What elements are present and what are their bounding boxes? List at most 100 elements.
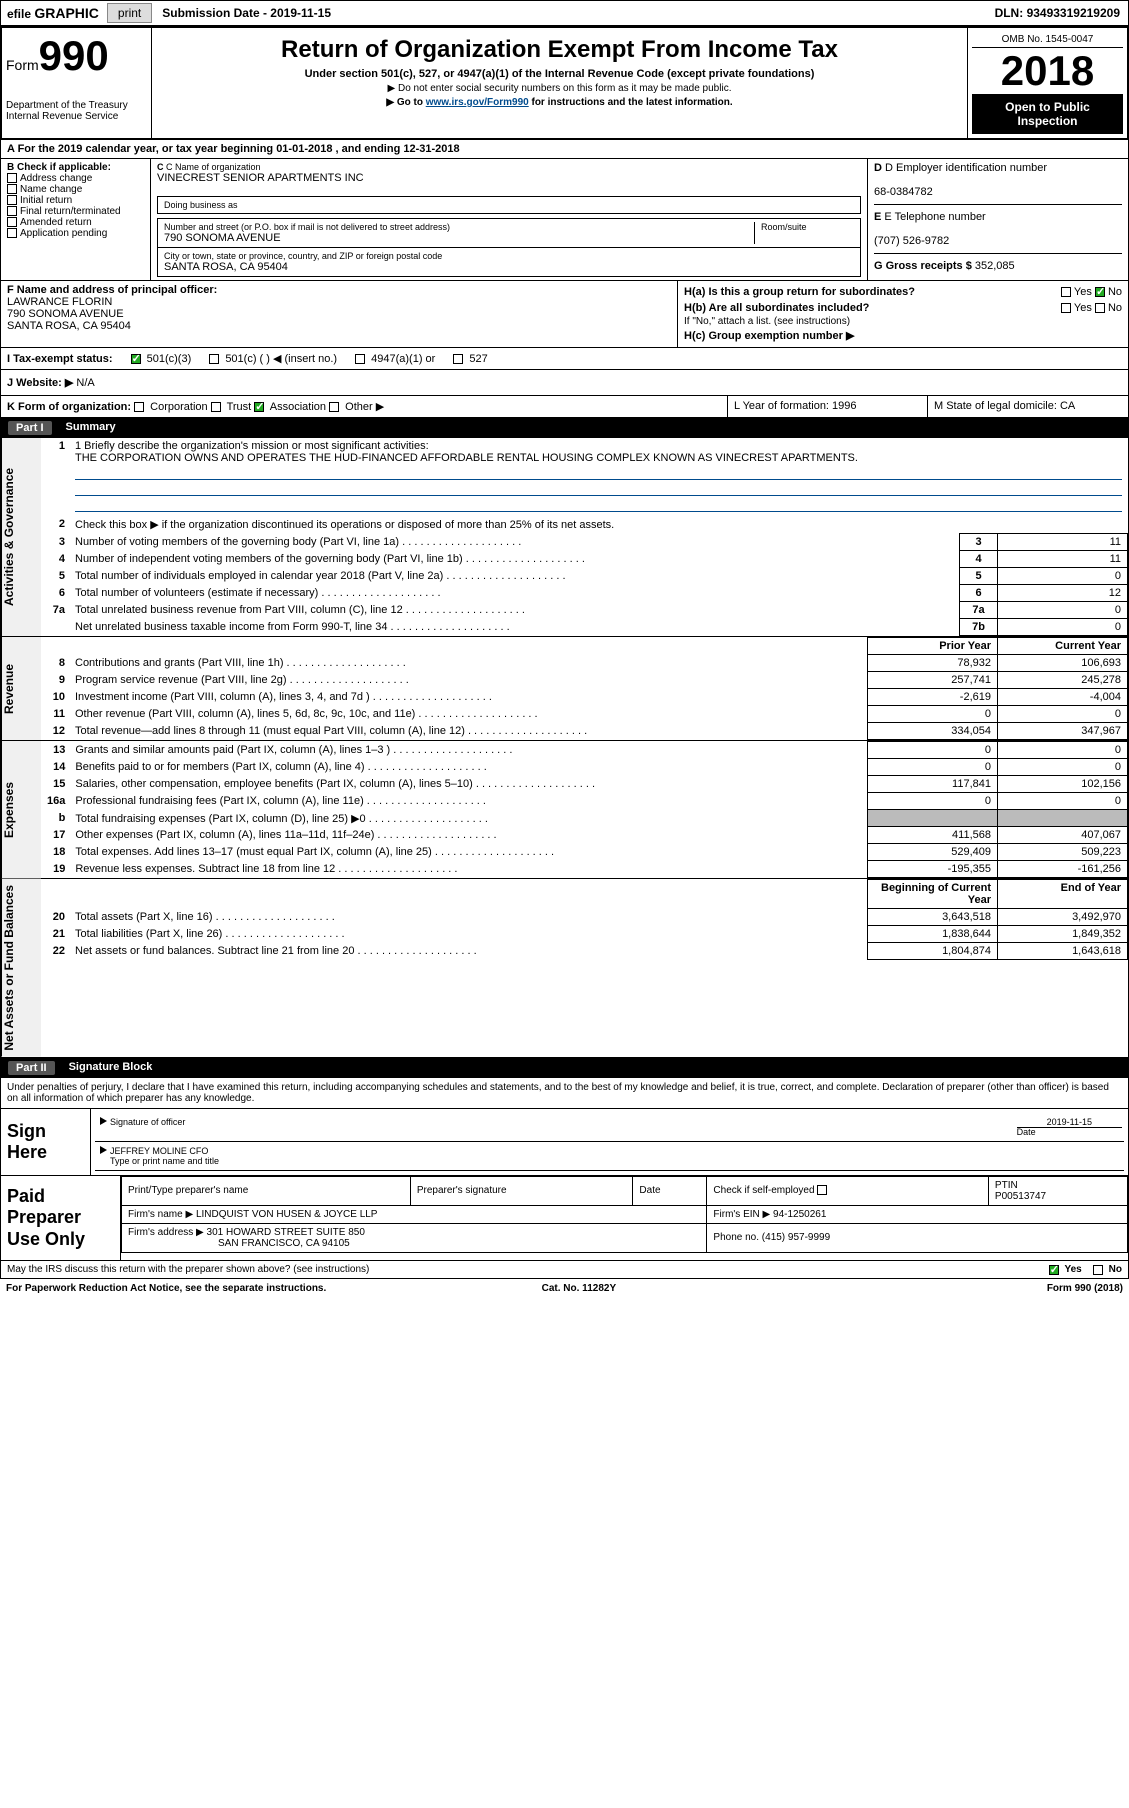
summary-revenue: Revenue Prior Year Current Year 8Contrib… <box>0 637 1129 741</box>
checkbox-icon[interactable] <box>817 1185 827 1195</box>
form-number: Form990 <box>6 32 147 80</box>
checkbox-icon[interactable] <box>7 206 17 216</box>
table-row: 22Net assets or fund balances. Subtract … <box>41 943 1128 960</box>
side-revenue: Revenue <box>1 637 41 740</box>
street-row: Number and street (or P.O. box if mail i… <box>158 219 860 248</box>
prep-date-hdr: Date <box>633 1176 707 1205</box>
table-row: 7aTotal unrelated business revenue from … <box>41 602 1128 619</box>
checkbox-icon[interactable] <box>329 402 339 412</box>
checkbox-icon[interactable] <box>7 173 17 183</box>
line-2: Check this box ▶ if the organization dis… <box>69 516 1128 534</box>
part-tag: Part I <box>8 421 52 435</box>
table-row: 10Investment income (Part VIII, column (… <box>41 689 1128 706</box>
table-row: 5Total number of individuals employed in… <box>41 568 1128 585</box>
sign-here-label: Sign Here <box>1 1108 91 1175</box>
firm-name-row: Firm's name ▶ LINDQUIST VON HUSEN & JOYC… <box>122 1205 707 1223</box>
arrow-icon <box>100 1146 107 1154</box>
h-b-note: If "No," attach a list. (see instruction… <box>684 316 1122 327</box>
checkbox-icon[interactable] <box>134 402 144 412</box>
table-row: 9Program service revenue (Part VIII, lin… <box>41 672 1128 689</box>
paid-preparer-block: Paid Preparer Use Only Print/Type prepar… <box>1 1175 1128 1261</box>
opt-trust: Trust <box>227 401 252 413</box>
street-value: 790 SONOMA AVENUE <box>164 232 754 244</box>
efile-label: efile GRAPHIC <box>1 3 105 23</box>
header-right: OMB No. 1545-0047 2018 Open to Public In… <box>967 28 1127 138</box>
name-of-org-label: C C Name of organization <box>157 162 861 172</box>
checkbox-icon[interactable] <box>1093 1265 1103 1275</box>
checkbox-checked-icon[interactable] <box>254 402 264 412</box>
irs-link[interactable]: www.irs.gov/Form990 <box>426 97 529 108</box>
prep-sig-hdr: Preparer's signature <box>410 1176 633 1205</box>
gross-receipts-label: G Gross receipts $ <box>874 260 975 272</box>
opt-corp: Corporation <box>150 401 207 413</box>
checkbox-icon[interactable] <box>7 184 17 194</box>
check-app-pending: Application pending <box>20 228 107 239</box>
header-center: Return of Organization Exempt From Incom… <box>152 28 967 138</box>
checkbox-icon[interactable] <box>7 217 17 227</box>
mission-text: THE CORPORATION OWNS AND OPERATES THE HU… <box>75 452 858 464</box>
check-initial-return: Initial return <box>20 195 72 206</box>
form-title: Return of Organization Exempt From Incom… <box>156 36 963 64</box>
yes-label: Yes <box>1065 1264 1082 1275</box>
checkbox-icon[interactable] <box>211 402 221 412</box>
row-a-tax-year: A For the 2019 calendar year, or tax yea… <box>0 140 1129 159</box>
box-f: F Name and address of principal officer:… <box>1 281 678 347</box>
checkbox-icon[interactable] <box>453 354 463 364</box>
summary-governance: Activities & Governance 1 1 Briefly desc… <box>0 438 1129 637</box>
h-c-row: H(c) Group exemption number ▶ <box>684 327 1122 344</box>
checkbox-checked-icon[interactable] <box>1049 1265 1059 1275</box>
sig-officer-label: Signature of officer <box>110 1117 185 1137</box>
print-button[interactable]: print <box>107 3 152 23</box>
yes-label: Yes <box>1074 286 1092 298</box>
table-row: 14Benefits paid to or for members (Part … <box>41 759 1128 776</box>
part-i-header: Part I Summary <box>0 418 1129 438</box>
checkbox-icon[interactable] <box>209 354 219 364</box>
check-address-change: Address change <box>20 173 92 184</box>
opt-4947: 4947(a)(1) or <box>371 353 435 365</box>
checkbox-icon[interactable] <box>355 354 365 364</box>
officer-label: F Name and address of principal officer: <box>7 284 217 296</box>
summary-expenses: Expenses 13Grants and similar amounts pa… <box>0 741 1129 879</box>
officer-name: LAWRANCE FLORIN <box>7 296 112 308</box>
opt-501c3: 501(c)(3) <box>147 353 192 365</box>
checkbox-icon[interactable] <box>1095 303 1105 313</box>
checkbox-icon[interactable] <box>1061 303 1071 313</box>
arrow-icon <box>100 1117 107 1125</box>
summary-netassets: Net Assets or Fund Balances Beginning of… <box>0 879 1129 1058</box>
cat-no: Cat. No. 11282Y <box>542 1283 616 1294</box>
checkbox-checked-icon[interactable] <box>131 354 141 364</box>
checkbox-icon[interactable] <box>7 228 17 238</box>
check-name-change: Name change <box>20 184 82 195</box>
mission-line <box>75 482 1122 496</box>
discuss-row: May the IRS discuss this return with the… <box>0 1261 1129 1279</box>
table-row: bTotal fundraising expenses (Part IX, co… <box>41 810 1128 827</box>
row-j-website: J Website: ▶ N/A <box>0 370 1129 396</box>
dln-number: DLN: 93493319219209 <box>987 4 1128 22</box>
check-final-return: Final return/terminated <box>20 206 121 217</box>
officer-typed-name: JEFFREY MOLINE CFO <box>110 1146 208 1156</box>
box-h: H(a) Is this a group return for subordin… <box>678 281 1128 347</box>
omb-number: OMB No. 1545-0047 <box>972 32 1123 48</box>
checkbox-icon[interactable] <box>7 195 17 205</box>
checkbox-checked-icon[interactable] <box>1095 287 1105 297</box>
form-of-org: K Form of organization: Corporation Trus… <box>1 396 728 417</box>
phone-value: (707) 526-9782 <box>874 235 949 247</box>
form-note-ssn: ▶ Do not enter social security numbers o… <box>156 83 963 94</box>
city-value: SANTA ROSA, CA 95404 <box>164 261 442 273</box>
box-b: B Check if applicable: Address change Na… <box>1 159 151 280</box>
checkbox-icon[interactable] <box>1061 287 1071 297</box>
part-tag: Part II <box>8 1061 55 1075</box>
firm-phone-row: Phone no. (415) 957-9999 <box>707 1223 1128 1252</box>
year-formation: L Year of formation: 1996 <box>728 396 928 417</box>
paperwork-row: For Paperwork Reduction Act Notice, see … <box>0 1279 1129 1298</box>
form-version: Form 990 (2018) <box>1047 1283 1123 1294</box>
no-label: No <box>1108 286 1122 298</box>
header-left: Form990 Department of the Treasury Inter… <box>2 28 152 138</box>
side-netassets: Net Assets or Fund Balances <box>1 879 41 1057</box>
table-row: Net unrelated business taxable income fr… <box>41 619 1128 636</box>
table-row: 13Grants and similar amounts paid (Part … <box>41 742 1128 759</box>
ein-label: D Employer identification number <box>885 162 1047 174</box>
box-e: E E Telephone number (707) 526-9782 <box>874 205 1122 254</box>
table-row: 4Number of independent voting members of… <box>41 551 1128 568</box>
mission-label: 1 Briefly describe the organization's mi… <box>75 440 429 452</box>
